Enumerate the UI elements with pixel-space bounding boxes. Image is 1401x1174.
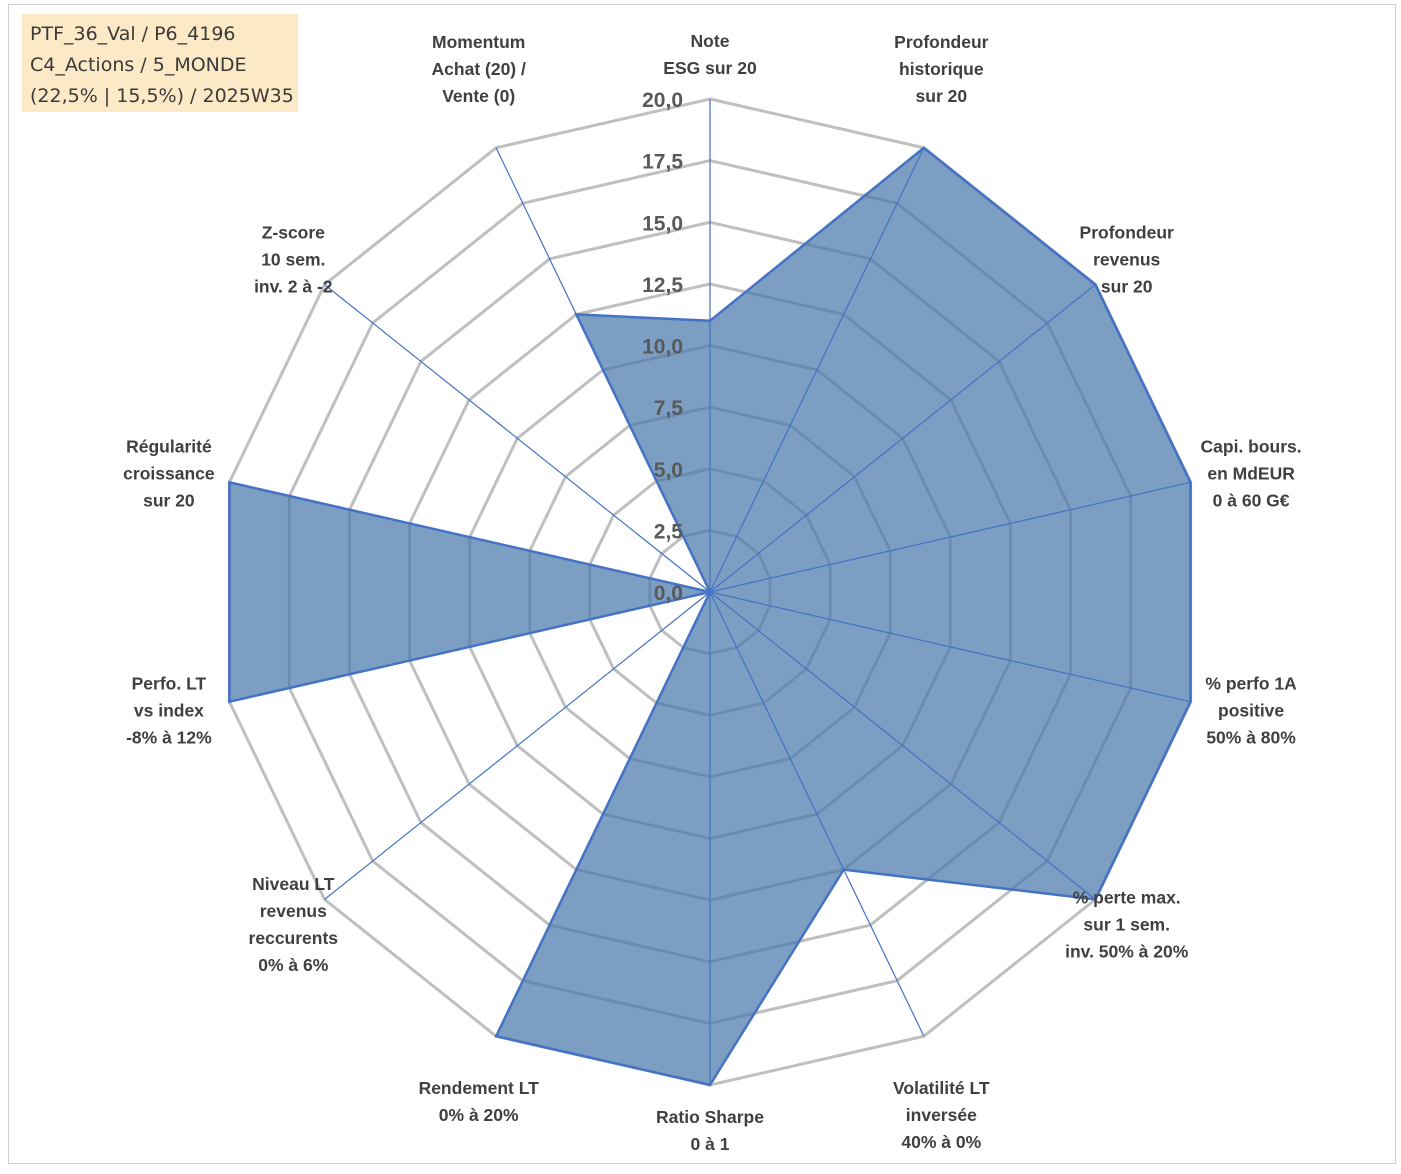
category-label-line: inversée [906,1105,977,1125]
category-label-line: % perfo 1A [1205,674,1297,694]
category-labels: Note ESG sur 20 Profondeur historique sur 20… [123,31,1301,1154]
axis-spoke [709,284,1096,593]
category-label: Perfo. LT vs index -8% à 12% [126,674,212,748]
category-label: Note ESG sur 20 [663,31,757,78]
category-label-line: Ratio Sharpe [656,1107,764,1127]
radial-tick-label: 17,5 [642,151,683,174]
category-label-line: sur 20 [1101,277,1153,297]
category-label-line: 0% à 6% [258,955,328,975]
category-label: Ratio Sharpe 0 à 1 [656,1107,764,1154]
category-label: Profondeur historique sur 20 [894,32,988,106]
portfolio-info-box: PTF_36_Val / P6_4196 C4_Actions / 5_MOND… [22,14,298,112]
category-label-line: 0 à 1 [691,1134,730,1154]
category-label-line: 10 sem. [261,250,325,270]
chart-frame [8,4,1396,1164]
category-label-line: Achat (20) / [432,59,526,79]
axis-spoke [495,591,711,1037]
category-label-line: revenus [260,901,327,921]
category-label-line: positive [1218,701,1284,721]
radial-tick-label: 10,0 [642,336,683,359]
category-label-line: Régularité [126,436,212,456]
radial-tick-label: 7,5 [654,397,684,420]
category-label-line: 50% à 80% [1206,728,1296,748]
category-label: Profondeur revenus sur 20 [1080,223,1174,297]
radial-tick-label: 12,5 [642,274,683,297]
category-label-line: -8% à 12% [126,728,212,748]
category-label-line: Perfo. LT [132,674,207,694]
category-label: Rendement LT 0% à 20% [419,1078,540,1125]
category-label-line: % perte max. [1073,887,1181,907]
category-label-line: croissance [123,463,215,483]
axis-spoke [324,284,711,593]
category-label: Capi. bours. en MdEUR 0 à 60 G€ [1201,436,1302,510]
axis-spoke [709,147,925,593]
axis-spoke [709,591,925,1037]
category-label-line: sur 20 [143,490,195,510]
axis-spoke [709,591,1191,703]
axis-spoke [495,147,711,593]
category-label: Momentum Achat (20) / Vente (0) [432,32,526,106]
category-label-line: revenus [1093,250,1160,270]
category-label: Volatilité LT inversée 40% à 0% [893,1078,990,1152]
radar-spokes [229,99,1191,1085]
category-label-line: inv. 50% à 20% [1065,941,1189,961]
category-label-line: Rendement LT [419,1078,540,1098]
category-label: % perfo 1A positive 50% à 80% [1205,674,1297,748]
radial-tick-label: 15,0 [642,212,683,235]
axis-spoke [709,591,1096,900]
category-label: Z-score 10 sem. inv. 2 à -2 [254,223,333,297]
category-label-line: Momentum [432,32,525,52]
category-label-line: Z-score [262,223,325,243]
category-label-line: sur 20 [916,86,968,106]
category-label-line: Profondeur [894,32,988,52]
category-label-line: 40% à 0% [901,1132,981,1152]
info-line-category: C4_Actions / 5_MONDE [30,54,247,76]
category-label-line: Note [691,31,730,51]
category-label-line: inv. 2 à -2 [254,277,333,297]
info-line-params: (22,5% | 15,5%) / 2025W35 [30,85,294,107]
radial-tick-label: 20,0 [642,89,683,112]
category-label-line: 0 à 60 G€ [1213,490,1290,510]
category-label-line: 0% à 20% [439,1105,519,1125]
axis-spoke [229,481,711,593]
category-label-line: Profondeur [1080,223,1174,243]
axis-spoke [324,591,711,900]
category-label-line: en MdEUR [1207,463,1295,483]
radial-tick-labels: 0,0 2,5 5,0 7,5 10,0 12,5 15,0 17,5 20,0 [642,89,683,605]
category-label-line: reccurents [249,928,339,948]
category-label: Niveau LT revenus reccurents 0% à 6% [249,874,339,975]
axis-spoke [709,481,1191,593]
category-label-line: sur 1 sem. [1083,914,1170,934]
info-line-portfolio: PTF_36_Val / P6_4196 [30,23,236,45]
category-label-line: historique [899,59,984,79]
axis-spoke [229,591,711,703]
radial-tick-label: 5,0 [654,459,683,482]
category-label-line: vs index [134,701,204,721]
category-label-line: Vente (0) [442,86,515,106]
category-label-line: Volatilité LT [893,1078,990,1098]
radial-tick-label: 2,5 [654,520,684,543]
category-label-line: ESG sur 20 [663,58,757,78]
category-label-line: Niveau LT [252,874,335,894]
category-label: Régularité croissance sur 20 [123,436,215,510]
category-label-line: Capi. bours. [1201,436,1302,456]
category-label: % perte max. sur 1 sem. inv. 50% à 20% [1065,887,1189,961]
radial-tick-label: 0,0 [654,582,683,605]
